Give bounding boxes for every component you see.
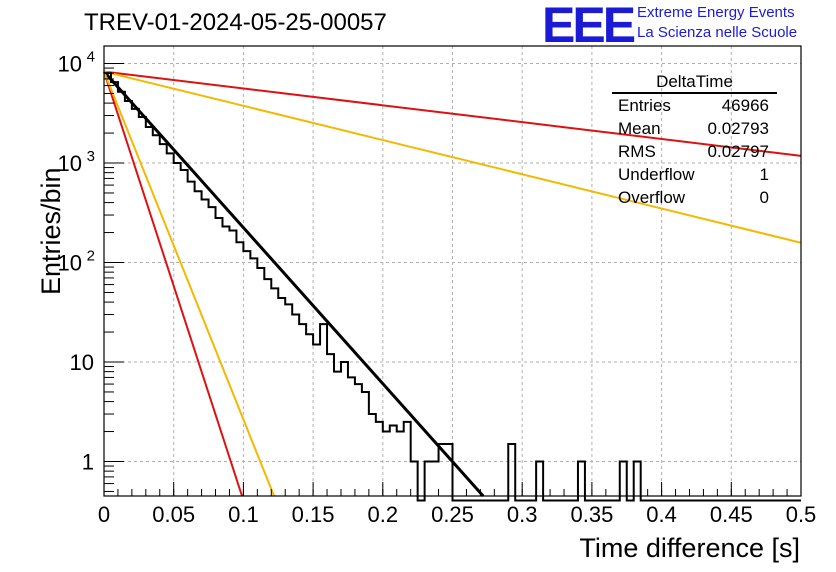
x-tick-label: 0.3: [507, 502, 538, 527]
stats-label: Entries: [618, 96, 671, 115]
stats-row-entries: Entries 46966: [612, 94, 777, 117]
logo-line-1: Extreme Energy Events: [637, 4, 795, 21]
y-tick-exponent: 4: [87, 49, 95, 66]
logo-line-2: La Scienza nelle Scuole: [637, 24, 798, 41]
tick-labels: 0 0.05 0.1 0.15 0.2 0.25 0.3 0.35 0.4 0.45 0.51101…: [58, 49, 817, 527]
series-lines: [102, 70, 802, 497]
stats-box: DeltaTime Entries 46966 Mean 0.02793 RMS…: [612, 72, 777, 209]
orange-steep-line: [103, 71, 275, 497]
stats-value: 0: [759, 188, 769, 207]
x-tick-label: 0.35: [570, 502, 613, 527]
x-tick-label: 0.15: [292, 502, 335, 527]
x-tick-label: 0.2: [368, 502, 399, 527]
orange-shallow-line: [103, 70, 802, 244]
y-tick-label: 10: [58, 251, 82, 276]
x-tick-label: 0.25: [431, 502, 474, 527]
plot-frame: [103, 45, 802, 497]
eee-logo: EEE: [542, 0, 636, 53]
chart-title: TREV-01-2024-05-25-00057: [84, 9, 387, 36]
y-tick-exponent: 3: [87, 148, 95, 165]
stats-row-underflow: Underflow 1: [612, 163, 777, 186]
stats-value: 0.02797: [707, 142, 769, 161]
red-shallow-line: [103, 70, 802, 157]
y-tick-label: 10: [58, 52, 82, 77]
y-tick-label: 10: [70, 350, 94, 375]
stats-row-overflow: Overflow 0: [612, 186, 777, 209]
x-tick-label: 0.4: [646, 502, 677, 527]
x-axis-label: Time difference [s]: [579, 533, 800, 563]
x-tick-label: 0.45: [710, 502, 753, 527]
x-tick-label: 0.1: [228, 502, 259, 527]
x-tick-label: 0.5: [786, 502, 817, 527]
stats-title: DeltaTime: [612, 72, 777, 94]
stats-value: 1: [759, 165, 769, 184]
stats-value: 46966: [721, 96, 769, 115]
x-tick-label: 0: [98, 502, 110, 527]
red-steep-line: [103, 71, 243, 497]
y-tick-label: 1: [82, 449, 94, 474]
y-tick-label: 10: [58, 151, 82, 176]
stats-row-rms: RMS 0.02797: [612, 140, 777, 163]
x-tick-label: 0.05: [152, 502, 195, 527]
y-axis-label: Entries/bin: [36, 167, 66, 295]
axis-ticks: [103, 63, 802, 496]
stats-label: Overflow: [618, 188, 686, 207]
y-tick-exponent: 2: [87, 248, 95, 265]
stats-label: Underflow: [618, 165, 695, 184]
stats-label: RMS: [618, 142, 656, 161]
exponential-fit-line: [102, 70, 485, 497]
stats-value: 0.02793: [707, 119, 769, 138]
stats-label: Mean: [618, 119, 661, 138]
histogram-step-line: [104, 72, 801, 502]
stats-row-mean: Mean 0.02793: [612, 117, 777, 140]
